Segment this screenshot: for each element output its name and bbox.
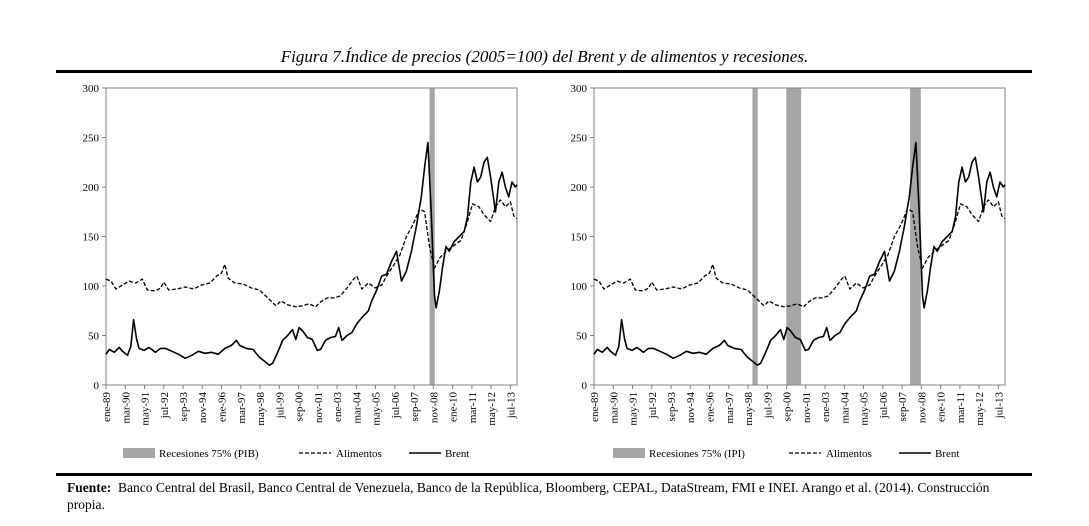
figure-title: Figura 7.Índice de precios (2005=100) de… [280,47,809,66]
legend-label-alimentos: Alimentos [336,448,382,460]
legend-swatch-recession [123,448,155,458]
series-line-brent [105,141,518,366]
x-tick-label: mar-11 [955,392,967,423]
x-tick-label: ene-89 [589,392,601,422]
x-tick-label: ene-10 [936,392,948,422]
x-tick-label: mar-04 [839,392,851,424]
x-tick-label: mar-11 [467,392,479,423]
y-tick-label: 150 [571,232,588,244]
chart-pib: 0 50 100 150 200 250 300 ene-89 mar-90 may-91 jul-… [83,83,518,460]
x-tick-label: jul-06 [878,392,890,420]
x-tick-label: nov-01 [313,392,325,423]
x-tick-label: may-91 [627,392,639,426]
x-tick-label: may-98 [255,392,267,426]
recession-bar [752,88,758,385]
x-tick-label: jul-06 [390,392,402,420]
x-tick-label: sep-00 [294,392,306,422]
source-label: Fuente: [67,480,112,495]
x-tick-label: jul-92 [647,392,659,419]
y-tick-label: 300 [571,83,588,95]
x-tick-label: nov-08 [428,392,440,424]
bottom-rule [56,473,1032,476]
x-tick-label: ene-89 [101,392,113,422]
source-text: Banco Central del Brasil, Banco Central … [67,480,990,512]
legend-label-brent: Brent [445,448,469,460]
x-tick-label: mar-90 [120,392,132,424]
y-tick-label: 100 [83,281,100,293]
x-tick-label: nov-08 [916,392,928,424]
x-tick-label: ene-96 [705,392,717,422]
x-tick-label: sep-93 [178,392,190,422]
top-rule [56,70,1032,73]
legend-label-brent: Brent [935,448,959,460]
y-tick-label: 200 [571,182,588,194]
plot-frame [105,87,518,386]
x-tick-label: may-12 [486,392,498,426]
x-tick-label: may-12 [974,392,986,426]
x-tick-label: ene-03 [820,392,832,422]
y-tick-label: 50 [88,331,100,343]
x-tick-label: sep-93 [666,392,678,422]
y-tick-label: 300 [83,83,100,95]
y-tick-label: 200 [83,182,100,194]
y-tick-label: 50 [576,331,588,343]
y-tick-label: 0 [582,380,588,392]
series-line-brent [593,141,1006,366]
x-tick-label: sep-00 [782,392,794,422]
x-tick-label: jul-99 [762,392,774,420]
x-tick-label: jul-13 [505,392,517,420]
x-tick-label: ene-10 [448,392,460,422]
charts-canvas: 0 50 100 150 200 250 300 ene-89 mar-90 may-91 jul-… [83,83,1006,460]
x-tick-label: sep-07 [409,392,421,422]
x-tick-label: mar-97 [236,392,248,424]
x-tick-label: jul-92 [159,392,171,419]
x-tick-label: may-98 [743,392,755,426]
x-tick-label: may-91 [139,392,151,426]
x-tick-label: mar-90 [608,392,620,424]
source-note: Fuente: Banco Central del Brasil, Banco … [67,479,1027,513]
x-tick-label: sep-07 [897,392,909,422]
y-tick-label: 100 [571,281,588,293]
x-tick-label: ene-03 [332,392,344,422]
x-tick-label: nov-94 [685,392,697,424]
y-tick-label: 0 [94,380,100,392]
x-tick-label: jul-13 [993,392,1005,420]
x-tick-label: nov-01 [801,392,813,423]
chart-ipi: 0 50 100 150 200 250 300 ene-89 mar-90 may-91 jul-… [571,83,1006,460]
series-line-alimentos [593,199,1006,308]
recession-bar [910,88,921,385]
y-tick-label: 150 [83,232,100,244]
x-tick-label: jul-99 [274,392,286,420]
recession-bar [786,88,802,385]
x-tick-label: ene-96 [217,392,229,422]
x-tick-label: mar-04 [351,392,363,424]
x-tick-label: nov-94 [197,392,209,424]
legend-label-recession: Recesiones 75% (PIB) [159,448,259,460]
legend-swatch-recession [613,448,645,458]
legend-label-recession: Recesiones 75% (IPI) [649,448,745,460]
series-line-alimentos [105,199,518,308]
y-tick-label: 250 [83,133,100,145]
x-tick-label: may-05 [371,392,383,426]
y-tick-label: 250 [571,133,588,145]
x-tick-label: mar-97 [724,392,736,424]
x-tick-label: may-05 [859,392,871,426]
legend-label-alimentos: Alimentos [826,448,872,460]
